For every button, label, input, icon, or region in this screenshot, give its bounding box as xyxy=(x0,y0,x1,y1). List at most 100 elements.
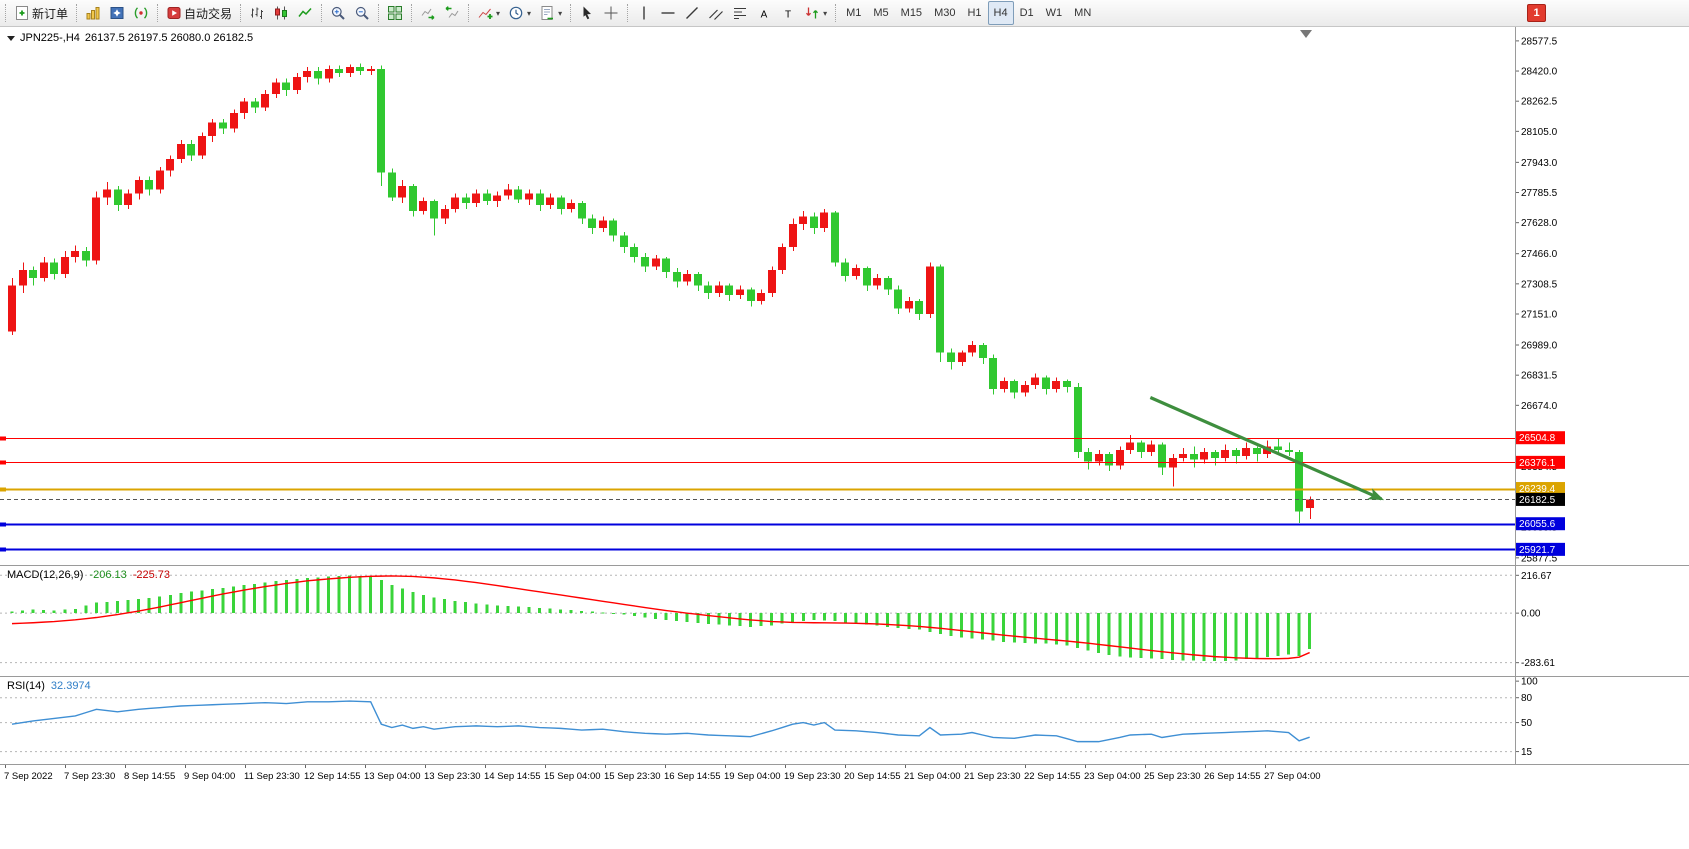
svg-text:26 Sep 14:55: 26 Sep 14:55 xyxy=(1204,771,1261,782)
timeframe-h1-button[interactable]: H1 xyxy=(967,7,982,19)
horizontal-line-button[interactable] xyxy=(656,1,680,25)
toolbar-grip[interactable] xyxy=(5,4,6,22)
toolbar-grip[interactable] xyxy=(321,4,323,22)
svg-text:25 Sep 23:30: 25 Sep 23:30 xyxy=(1144,771,1201,782)
svg-text:0.00: 0.00 xyxy=(1521,609,1541,620)
cursor-icon xyxy=(579,5,595,21)
chart-menu-icon[interactable] xyxy=(7,35,15,41)
toolbar-grip[interactable] xyxy=(240,4,242,22)
navigator-icon xyxy=(109,5,125,21)
svg-text:-283.61: -283.61 xyxy=(1521,658,1555,669)
zoom-out-button[interactable] xyxy=(350,1,374,25)
svg-text:16 Sep 14:55: 16 Sep 14:55 xyxy=(664,771,721,782)
timeframe-m30-button[interactable]: M30 xyxy=(934,7,956,19)
svg-text:28262.5: 28262.5 xyxy=(1521,97,1558,108)
toolbar-grip[interactable] xyxy=(835,4,837,22)
svg-text:28420.0: 28420.0 xyxy=(1521,67,1558,78)
arrows-button[interactable]: ▾ xyxy=(800,1,831,25)
toolbar-grip[interactable] xyxy=(411,4,413,22)
svg-text:T: T xyxy=(785,10,791,21)
svg-text:27151.0: 27151.0 xyxy=(1521,309,1558,320)
text-button[interactable]: A xyxy=(752,1,776,25)
vline-icon xyxy=(636,5,652,21)
trend-arrow[interactable] xyxy=(1149,396,1385,501)
tile-windows-button[interactable] xyxy=(383,1,407,25)
svg-text:100: 100 xyxy=(1521,677,1538,688)
svg-text:27466.0: 27466.0 xyxy=(1521,249,1558,260)
svg-text:13 Sep 04:00: 13 Sep 04:00 xyxy=(364,771,421,782)
timeframe-m5-button[interactable]: M5 xyxy=(873,7,889,19)
zoom-out-icon xyxy=(354,5,370,21)
text-label-button[interactable]: T xyxy=(776,1,800,25)
indicators-button[interactable]: ▾ xyxy=(473,1,504,25)
panel-borders xyxy=(0,27,1689,765)
rsi-panel: 100 80 50 15 xyxy=(0,677,1538,758)
navigator-button[interactable] xyxy=(105,1,129,25)
dropdown-arrow-icon[interactable]: ▾ xyxy=(527,8,532,18)
candles-icon xyxy=(273,5,289,21)
svg-text:7 Sep 23:30: 7 Sep 23:30 xyxy=(64,771,115,782)
bars-icon xyxy=(249,5,265,21)
candlesticks xyxy=(8,63,1314,523)
candles-chart-button[interactable] xyxy=(269,1,293,25)
rsi-indicator-label: RSI(14) 32.3974 xyxy=(7,680,91,692)
trendline-button[interactable] xyxy=(680,1,704,25)
timeframe-w1-button[interactable]: W1 xyxy=(1045,7,1063,19)
notification-badge[interactable]: 1 xyxy=(1527,4,1546,22)
periods-button[interactable]: ▾ xyxy=(504,1,535,25)
crosshair-icon xyxy=(603,5,619,21)
toolbar-grip[interactable] xyxy=(570,4,572,22)
rsi-name: RSI(14) xyxy=(7,680,45,692)
timeframe-h4-button[interactable]: H4 xyxy=(987,1,1014,25)
line-chart-button[interactable] xyxy=(293,1,317,25)
vertical-line-button[interactable] xyxy=(632,1,656,25)
toolbar-grip[interactable] xyxy=(76,4,78,22)
toolbar-grip[interactable] xyxy=(378,4,380,22)
crosshair-button[interactable] xyxy=(599,1,623,25)
timeframe-d1-button[interactable]: D1 xyxy=(1019,7,1034,19)
auto-scroll-button[interactable] xyxy=(416,1,440,25)
tile-icon xyxy=(387,5,403,21)
svg-text:14 Sep 14:55: 14 Sep 14:55 xyxy=(484,771,541,782)
svg-text:21 Sep 04:00: 21 Sep 04:00 xyxy=(904,771,961,782)
toolbar-grip[interactable] xyxy=(627,4,629,22)
bars-chart-button[interactable] xyxy=(245,1,269,25)
terminal-button[interactable] xyxy=(129,1,153,25)
chart-shift-marker-icon[interactable] xyxy=(1300,30,1312,38)
svg-text:27943.0: 27943.0 xyxy=(1521,158,1558,169)
new-order-icon xyxy=(14,5,30,21)
rsi-value: 32.3974 xyxy=(50,680,91,692)
svg-text:13 Sep 23:30: 13 Sep 23:30 xyxy=(424,771,481,782)
svg-text:11 Sep 23:30: 11 Sep 23:30 xyxy=(244,771,300,782)
charts-button[interactable] xyxy=(81,1,105,25)
time-axis: 7 Sep 2022 7 Sep 23:30 8 Sep 14:55 9 Sep 04… xyxy=(4,765,1321,782)
toolbar-grip[interactable] xyxy=(468,4,470,22)
dropdown-arrow-icon[interactable]: ▾ xyxy=(558,8,563,18)
autotrading-button-label: 自动交易 xyxy=(184,6,233,21)
new-order-button[interactable]: 新订单 xyxy=(10,1,72,25)
autoscroll-icon xyxy=(420,5,436,21)
macd-histogram xyxy=(10,575,1312,662)
timeframe-m1-button[interactable]: M1 xyxy=(846,7,862,19)
cursor-button[interactable] xyxy=(575,1,599,25)
zoom-in-button[interactable] xyxy=(326,1,350,25)
horizontal-levels[interactable] xyxy=(0,436,1515,552)
macd-signal-value: -225.73 xyxy=(132,569,171,581)
chart-shift-button[interactable] xyxy=(440,1,464,25)
rsi-line xyxy=(11,700,1310,743)
svg-text:19 Sep 04:00: 19 Sep 04:00 xyxy=(724,771,781,782)
autotrading-button[interactable]: 自动交易 xyxy=(162,1,236,25)
toolbar: 新订单 自动交易 ▾ ▾ ▾ A T ▾ M1 M5 M15 M30 H1 H4 D1 W1 MN xyxy=(0,0,1689,27)
channel-button[interactable] xyxy=(704,1,728,25)
svg-text:15 Sep 04:00: 15 Sep 04:00 xyxy=(544,771,601,782)
toolbar-grip[interactable] xyxy=(157,4,159,22)
dropdown-arrow-icon[interactable]: ▾ xyxy=(496,8,501,18)
templates-button[interactable]: ▾ xyxy=(535,1,566,25)
dropdown-arrow-icon[interactable]: ▾ xyxy=(823,8,828,18)
arrows-icon xyxy=(804,5,820,21)
timeframe-m15-button[interactable]: M15 xyxy=(900,7,923,19)
fibonacci-button[interactable] xyxy=(728,1,752,25)
timeframe-mn-button[interactable]: MN xyxy=(1074,7,1092,19)
svg-text:26376.1: 26376.1 xyxy=(1519,458,1556,469)
